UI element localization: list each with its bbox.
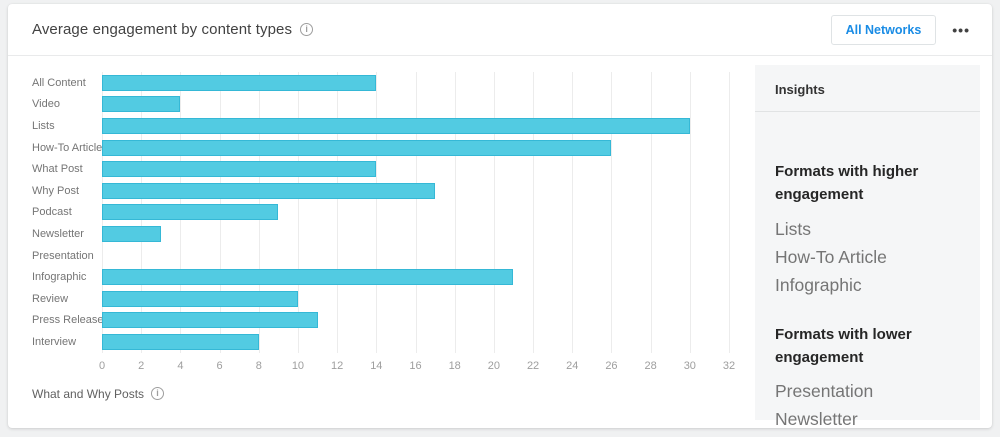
gridline (572, 72, 574, 353)
bar-press-release[interactable] (102, 312, 318, 329)
title-info-icon[interactable]: i (300, 23, 314, 36)
category-label: Podcast (32, 206, 72, 219)
insights-item: How-To Article (775, 246, 887, 267)
x-tick-label: 22 (526, 359, 540, 372)
footnote: What and Why Posts i (32, 387, 729, 401)
bar-row (102, 72, 729, 94)
x-tick-label: 2 (138, 359, 145, 372)
x-tick-label: 0 (98, 359, 106, 372)
bar-infographic[interactable] (102, 269, 514, 286)
bar-review[interactable] (102, 290, 298, 307)
x-tick-label: 20 (487, 359, 500, 372)
bar-row (102, 245, 729, 267)
chart-canvas: All Content Video Lists How-To Article What … (32, 72, 730, 353)
category-label: Presentation (32, 249, 94, 262)
bar-what-post[interactable] (102, 161, 377, 178)
gridline (533, 72, 535, 353)
bar-newsletter[interactable] (102, 225, 161, 242)
bar-why-post[interactable] (102, 182, 436, 199)
gridline (376, 72, 378, 353)
category-label: Review (32, 292, 69, 305)
gridline (493, 72, 495, 353)
x-tick-label: 18 (448, 359, 461, 372)
bar-row (102, 158, 729, 180)
insights-heading-higher: Formats with higher engagement (775, 163, 919, 204)
x-axis: 0 2 4 6 8 10 12 14 16 18 20 22 24 26 28 30 32 (98, 353, 735, 375)
gridline (415, 72, 417, 353)
x-tick-label: 12 (331, 359, 344, 372)
gridline (297, 72, 299, 353)
gridline (337, 72, 339, 353)
x-tick-label: 14 (370, 359, 383, 372)
x-tick-label: 10 (291, 359, 305, 372)
insights-item: Lists (775, 218, 811, 239)
insights-title: Insights (755, 65, 980, 112)
gridline (689, 72, 691, 353)
insights-item: Newsletter (775, 409, 858, 429)
x-tick-label: 16 (409, 359, 422, 372)
category-label: All Content (32, 76, 86, 89)
x-tick-label: 4 (177, 359, 184, 372)
bar-row (102, 266, 729, 288)
bar-row (102, 202, 729, 224)
insights-item: Presentation (775, 381, 874, 401)
ellipsis-menu-icon[interactable]: ••• (950, 19, 972, 41)
bars (102, 72, 729, 353)
x-tick-label: 6 (216, 359, 223, 372)
category-label: Interview (32, 335, 77, 348)
card-header: Average engagement by content types i Al… (8, 4, 992, 56)
gridline (729, 72, 730, 353)
bar-podcast[interactable] (102, 204, 279, 221)
bar-chart: All Content Video Lists How-To Article What … (8, 56, 755, 428)
bar-lists[interactable] (102, 117, 690, 134)
category-label: Newsletter (32, 227, 84, 240)
footnote-label: What and Why Posts (32, 386, 145, 401)
bar-interview[interactable] (102, 333, 259, 350)
insights-body: Formats with higher engagement Lists How… (755, 112, 980, 433)
gridline (650, 72, 652, 353)
gridline (611, 72, 613, 353)
bar-row (102, 223, 729, 245)
footnote-info-icon[interactable]: i (151, 387, 165, 401)
insights-panel: Insights Formats with higher engagement … (755, 65, 980, 429)
bar-row (102, 137, 729, 159)
category-label: Press Release (32, 314, 104, 327)
header-actions: All Networks ••• (830, 14, 972, 45)
x-tick-label: 24 (566, 359, 579, 372)
bar-row (102, 288, 729, 310)
bar-how-to-article[interactable] (102, 139, 612, 156)
bar-row (102, 180, 729, 202)
insights-heading-lower: Formats with lower engagement (775, 325, 912, 366)
x-tick-label: 32 (722, 359, 736, 372)
bar-row (102, 331, 729, 353)
category-labels: All Content Video Lists How-To Article What … (32, 72, 104, 353)
gridline (454, 72, 456, 353)
x-tick-label: 8 (255, 359, 262, 372)
bar-row (102, 310, 729, 332)
insights-item: Infographic (775, 274, 862, 295)
engagement-card: Average engagement by content types i Al… (8, 4, 992, 429)
category-label: How-To Article (32, 141, 103, 154)
bar-video[interactable] (102, 96, 181, 113)
bar-all-content[interactable] (102, 74, 377, 91)
category-label: What Post (32, 163, 83, 176)
all-networks-button[interactable]: All Networks (830, 14, 937, 45)
category-label: Video (32, 98, 60, 111)
category-label: Infographic (32, 271, 87, 284)
card-title: Average engagement by content types (32, 21, 293, 38)
bar-row (102, 94, 729, 116)
category-label: Lists (32, 119, 55, 132)
x-tick-label: 30 (683, 359, 696, 372)
category-label: Why Post (32, 184, 80, 197)
plot-area (102, 72, 730, 353)
card-content: All Content Video Lists How-To Article What … (8, 56, 992, 429)
x-tick-label: 28 (644, 359, 657, 372)
x-tick-label: 26 (605, 359, 618, 372)
bar-row (102, 115, 729, 137)
